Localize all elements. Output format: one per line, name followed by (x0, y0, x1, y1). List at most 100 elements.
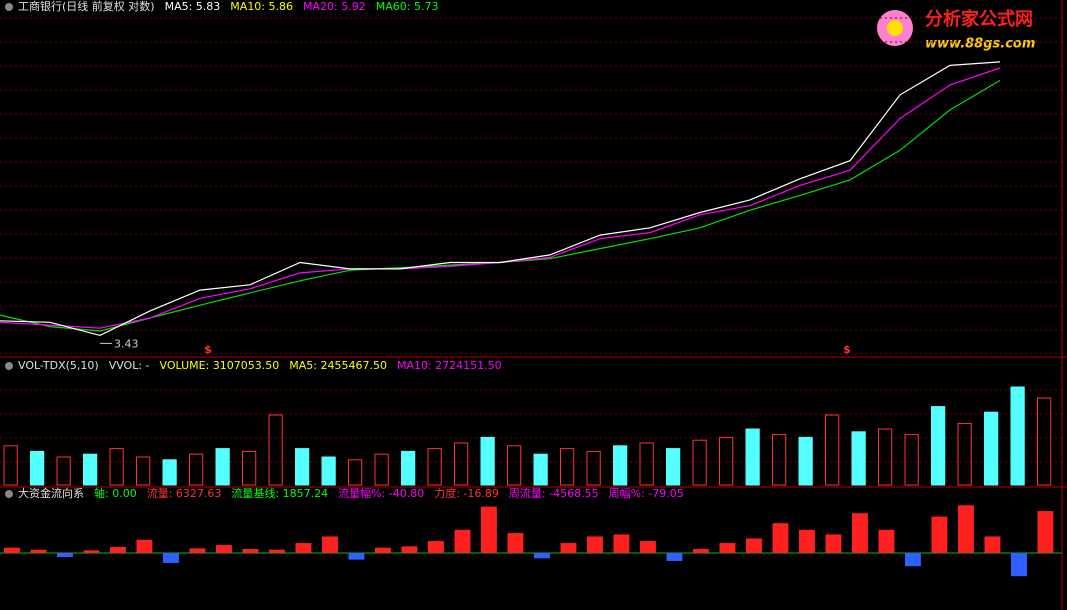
ma-line (0, 61, 1001, 337)
flow-bar (1011, 553, 1027, 577)
volume-bar (242, 450, 257, 486)
flow-bar (905, 553, 921, 567)
flow-bar (375, 547, 391, 553)
flow-bar (322, 536, 338, 553)
volume-bar (931, 406, 946, 486)
flow-bar (454, 529, 471, 553)
watermark-title: 分析家公式网 (925, 8, 1033, 30)
volume-bar (560, 448, 575, 486)
volume-bar (109, 448, 124, 486)
volume-bar (825, 414, 840, 486)
volume-bar (295, 448, 310, 486)
volume-bar (189, 453, 204, 486)
flow-bar (825, 534, 842, 553)
volume-bar (692, 439, 707, 486)
volume-bar (348, 459, 363, 486)
volume-bar (162, 459, 177, 486)
volume-bar (83, 453, 98, 486)
header-label: MA10: 5.86 (230, 0, 293, 13)
flow-bar (1037, 511, 1054, 553)
volume-bar (56, 456, 71, 486)
flow-bar (189, 548, 206, 553)
header-label: VVOL: - (109, 359, 150, 372)
header-label: 周幅%: -79.05 (609, 487, 684, 500)
header-label: 大资金流向系 (18, 486, 84, 500)
header-label: 工商银行(日线 前复权 对数) (18, 0, 155, 13)
flow-bar (587, 536, 603, 553)
flow-bar (242, 549, 259, 553)
flow-bar (693, 549, 709, 553)
flow-bar (958, 505, 974, 553)
volume-bar (878, 428, 893, 486)
header-icon (5, 3, 13, 11)
flow-bar (534, 553, 550, 559)
flow-bar (984, 536, 1001, 553)
volume-bar (136, 456, 151, 486)
flow-bar (560, 543, 577, 553)
flow-bar (4, 547, 20, 553)
header-label: MA20: 5.92 (303, 0, 366, 13)
volume-bar (401, 450, 416, 486)
header-label: 流量幅%: -40.80 (338, 486, 424, 500)
volume-bar (374, 453, 389, 486)
volume-bar (507, 445, 522, 486)
header-label: MA5: 2455467.50 (289, 359, 387, 372)
volume-bar (639, 442, 654, 486)
header-label: VOLUME: 3107053.50 (160, 359, 280, 372)
volume-bar (904, 434, 919, 486)
flow-bar (878, 529, 895, 553)
header-icon (5, 362, 13, 370)
volume-bar (772, 434, 787, 486)
volume-bar (268, 414, 283, 486)
volume-bar (215, 448, 230, 486)
volume-bar (3, 445, 18, 486)
event-marker: $ (204, 343, 212, 356)
volume-bar (1037, 397, 1052, 486)
event-marker: $ (843, 343, 851, 356)
flow-bar (507, 533, 524, 553)
header-label: 周流量: -4568.55 (509, 486, 599, 500)
header-label: 轴: 0.00 (94, 486, 137, 500)
volume-bar (321, 456, 336, 486)
flow-bar (348, 553, 365, 560)
flow-bar (640, 541, 656, 553)
volume-bar (480, 436, 495, 486)
flow-bar (163, 553, 179, 563)
volume-bar (957, 422, 972, 486)
flow-bar (481, 506, 497, 553)
volume-bar (30, 450, 45, 486)
flow-bar (852, 513, 868, 553)
volume-bar (984, 411, 999, 486)
header-label: MA5: 5.83 (165, 0, 221, 13)
flow-bar (57, 553, 73, 557)
header-icon (5, 490, 13, 498)
volume-bar (586, 450, 601, 486)
flow-bar (110, 547, 126, 553)
flow-bar (719, 543, 736, 553)
header-label: VOL-TDX(5,10) (18, 359, 99, 372)
volume-bar (454, 442, 469, 486)
header-label: MA60: 5.73 (376, 0, 439, 13)
header-label: 流量基线: 1857.24 (231, 486, 328, 500)
flow-bar (613, 534, 630, 553)
header-label: 力度: -16.89 (434, 486, 499, 500)
volume-bar (427, 448, 442, 486)
flow-bar (401, 546, 418, 553)
volume-bar (745, 428, 760, 486)
flow-bar (772, 523, 789, 553)
header-label: MA10: 2724151.50 (397, 359, 502, 372)
volume-bar (851, 431, 866, 486)
volume-bar (613, 445, 628, 486)
flow-bar (428, 541, 444, 553)
flow-bar (216, 545, 232, 553)
flow-bar (269, 549, 285, 553)
volume-bar (1010, 386, 1025, 486)
flow-bar (931, 516, 948, 553)
volume-bar (666, 448, 681, 486)
watermark-url: www.88gs.com (925, 37, 1035, 52)
volume-bar (533, 453, 548, 486)
logo-center (887, 20, 903, 36)
low-label: 3.43 (114, 337, 139, 350)
